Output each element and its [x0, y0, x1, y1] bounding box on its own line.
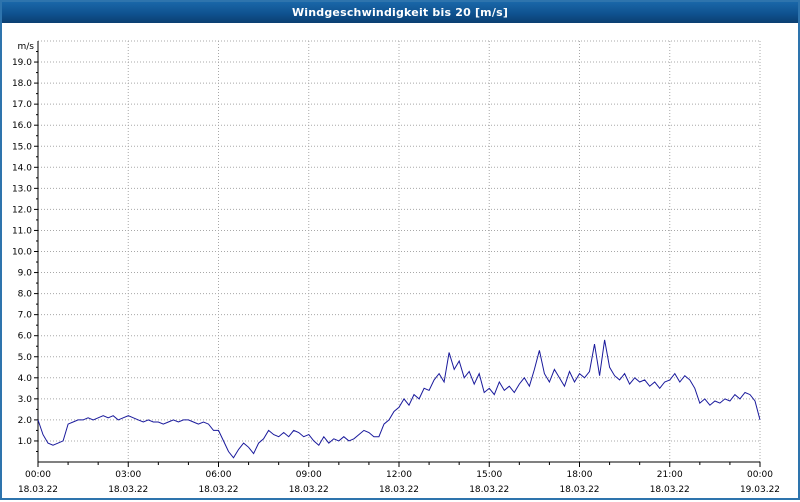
y-tick-label: 19.0 — [12, 58, 32, 68]
y-tick-label: 1.0 — [18, 437, 33, 447]
y-tick-label: 14.0 — [12, 163, 32, 173]
x-tick-time-label: 00:00 — [747, 470, 773, 480]
y-tick-label: 18.0 — [12, 79, 32, 89]
x-tick-date-label: 18.03.22 — [379, 485, 419, 495]
x-tick-date-label: 18.03.22 — [289, 485, 329, 495]
y-tick-label: 9.0 — [18, 269, 33, 279]
y-tick-label: 16.0 — [12, 121, 32, 131]
y-tick-label: 6.0 — [18, 332, 33, 342]
chart-title-bar: Windgeschwindigkeit bis 20 [m/s] — [2, 2, 798, 23]
x-tick-time-label: 00:00 — [25, 470, 51, 480]
wind-speed-series-line — [37, 339, 761, 459]
y-tick-label: 5.0 — [18, 353, 33, 363]
wind-speed-line-chart: m/s 1.0 2.0 3.0 4.0 5.0 6.0 7.0 8.0 9.0 10.0 11.0 12… — [12, 40, 780, 495]
chart-title: Windgeschwindigkeit bis 20 [m/s] — [291, 6, 509, 19]
x-tick-time-label: 12:00 — [386, 470, 412, 480]
y-tick-label: 8.0 — [18, 290, 33, 300]
y-tick-label: 10.0 — [12, 248, 32, 258]
x-tick-time-label: 09:00 — [296, 470, 322, 480]
x-tick-time-label: 03:00 — [115, 470, 141, 480]
x-tick-date-label: 18.03.22 — [650, 485, 690, 495]
x-tick-date-label: 18.03.22 — [469, 485, 509, 495]
x-tick-time-label: 06:00 — [206, 470, 232, 480]
x-tick-time-label: 15:00 — [476, 470, 502, 480]
y-tick-label: 3.0 — [18, 395, 33, 405]
y-tick-label: 4.0 — [18, 374, 33, 384]
x-tick-date-label: 18.03.22 — [18, 485, 58, 495]
chart-area: m/s 1.0 2.0 3.0 4.0 5.0 6.0 7.0 8.0 9.0 10.0 11.0 12… — [2, 23, 798, 498]
y-tick-label: 7.0 — [18, 311, 33, 321]
x-tick-date-label: 18.03.22 — [559, 485, 599, 495]
y-tick-label: 2.0 — [18, 416, 33, 426]
y-tick-label: 15.0 — [12, 142, 32, 152]
y-tick-label: 12.0 — [12, 205, 32, 215]
y-tick-label: 11.0 — [12, 226, 32, 236]
x-tick-date-label: 18.03.22 — [108, 485, 148, 495]
y-tick-label: 13.0 — [12, 184, 32, 194]
x-tick-date-label: 18.03.22 — [198, 485, 238, 495]
x-tick-time-label: 21:00 — [657, 470, 683, 480]
y-axis-unit-label: m/s — [18, 42, 35, 52]
x-tick-time-label: 18:00 — [567, 470, 593, 480]
x-tick-date-label: 19.03.22 — [740, 485, 780, 495]
y-tick-label: 17.0 — [12, 100, 32, 110]
